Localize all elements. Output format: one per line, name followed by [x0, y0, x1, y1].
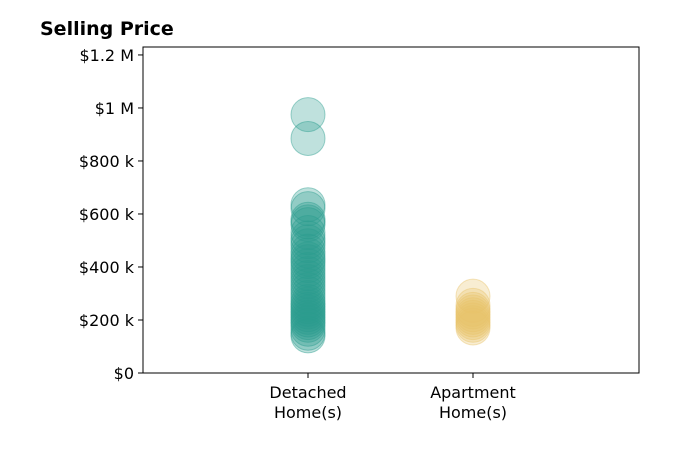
data-points [290, 97, 491, 354]
point-0-13 [290, 241, 326, 277]
point-1-1 [455, 287, 491, 323]
point-0-7 [290, 215, 326, 251]
point-0-25 [290, 286, 326, 322]
point-0-16 [290, 252, 326, 288]
point-0-2 [290, 187, 326, 223]
y-tick-label-2: $400 k [79, 258, 135, 277]
x-tick-label-1-0: Apartment [430, 383, 516, 402]
point-0-33 [290, 307, 326, 343]
point-1-5 [455, 299, 491, 335]
point-0-35 [290, 315, 326, 351]
point-0-26 [290, 289, 326, 325]
point-1-6 [455, 302, 491, 338]
point-1-9 [455, 310, 491, 346]
point-1-8 [455, 307, 491, 343]
y-tick-label-4: $800 k [79, 152, 135, 171]
point-0-34 [290, 311, 326, 347]
point-0-6 [290, 207, 326, 243]
point-0-19 [290, 264, 326, 300]
point-1-7 [455, 305, 491, 341]
point-1-4 [455, 297, 491, 333]
point-0-20 [290, 268, 326, 304]
y-tick-label-3: $600 k [79, 205, 135, 224]
x-tick-label-1-1: Home(s) [439, 403, 507, 422]
y-tick-label-5: $1 M [95, 99, 134, 118]
point-0-17 [290, 256, 326, 292]
point-0-32 [290, 305, 326, 341]
point-0-31 [290, 302, 326, 338]
point-0-10 [290, 228, 326, 264]
point-0-36 [290, 318, 326, 354]
point-0-0 [290, 97, 326, 133]
point-0-1 [290, 120, 326, 156]
point-0-12 [290, 237, 326, 273]
plot-frame [142, 46, 640, 374]
point-0-11 [290, 233, 326, 269]
point-0-22 [290, 275, 326, 311]
point-0-27 [290, 291, 326, 327]
point-0-18 [290, 260, 326, 296]
point-0-21 [290, 272, 326, 308]
point-0-8 [290, 220, 326, 256]
point-0-30 [290, 299, 326, 335]
point-0-15 [290, 248, 326, 284]
point-0-24 [290, 283, 326, 319]
point-1-0 [455, 278, 491, 314]
y-axis: $0 $200 k $400 k $600 k $800 k $1 M $1.2 M [79, 46, 143, 383]
point-1-3 [455, 294, 491, 330]
point-0-23 [290, 279, 326, 315]
point-0-4 [290, 201, 326, 237]
x-tick-label-0-1: Home(s) [274, 403, 342, 422]
point-0-14 [290, 244, 326, 280]
point-0-3 [290, 191, 326, 227]
x-tick-label-0-0: Detached [269, 383, 346, 402]
y-tick-label-0: $0 [114, 364, 134, 383]
point-0-9 [290, 224, 326, 260]
y-tick-label-1: $200 k [79, 311, 135, 330]
y-tick-label-6: $1.2 M [79, 46, 134, 65]
point-1-2 [455, 291, 491, 327]
chart-title: Selling Price [40, 18, 174, 40]
point-0-28 [290, 294, 326, 330]
point-0-29 [290, 297, 326, 333]
point-0-5 [290, 204, 326, 240]
